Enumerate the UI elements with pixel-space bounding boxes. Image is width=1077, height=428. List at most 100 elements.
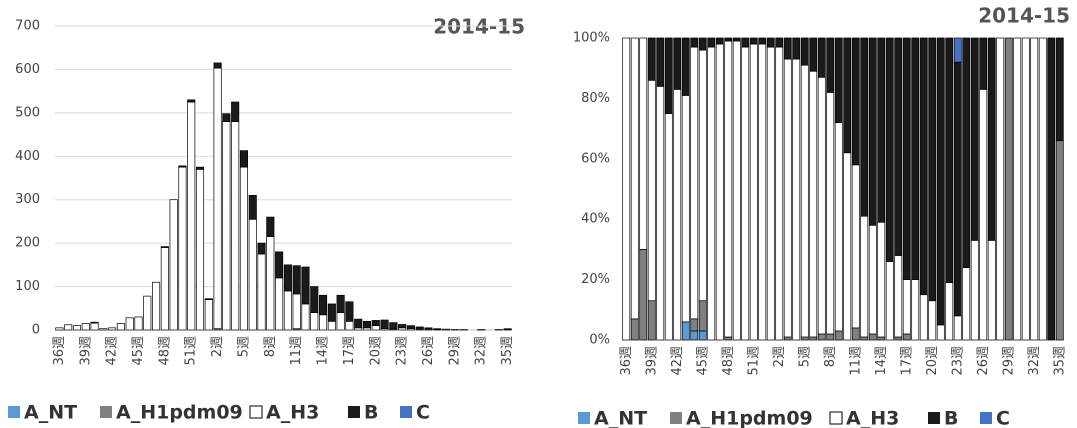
bar-segment: [775, 46, 784, 341]
bar-segment: [715, 43, 724, 341]
bar-segment: [310, 286, 319, 313]
legend-swatch: [100, 406, 112, 418]
bar-segment: [860, 37, 869, 217]
bar-segment: [1047, 37, 1056, 341]
bar-segment: [647, 79, 656, 302]
x-tick-label: 48週: [157, 336, 172, 366]
bar-segment: [783, 336, 792, 341]
bar-segment: [783, 58, 792, 338]
x-tick-label: 11週: [848, 346, 863, 376]
bar-segment: [398, 324, 407, 327]
bar-segment: [911, 279, 920, 341]
bar-segment: [936, 37, 945, 326]
bar-segment: [868, 224, 877, 335]
bar-segment: [945, 282, 954, 341]
x-tick-label: 5週: [797, 346, 812, 367]
bar-segment: [868, 37, 877, 226]
bar-segment: [345, 301, 354, 322]
bar-segment: [371, 325, 380, 331]
bar-segment: [970, 239, 979, 341]
bar-segment: [749, 37, 758, 45]
y-tick-label: 200: [15, 236, 40, 251]
bar-segment: [792, 37, 801, 60]
bar-segment: [877, 221, 886, 338]
bar-segment: [894, 336, 903, 341]
bar-segment: [160, 247, 169, 331]
bar-segment: [894, 37, 903, 256]
bar-segment: [55, 327, 64, 331]
y-tick-label: 300: [15, 192, 40, 207]
bar-segment: [630, 318, 639, 341]
x-tick-label: 5週: [236, 336, 251, 357]
x-tick-label: 51週: [184, 336, 199, 366]
bar-segment: [204, 298, 213, 300]
x-tick-label: 48週: [721, 346, 736, 376]
bar-segment: [732, 40, 741, 341]
x-tick-label: 17週: [899, 346, 914, 376]
x-tick-label: 26週: [421, 336, 436, 366]
legend-label: A_NT: [594, 408, 647, 428]
bar-segment: [741, 37, 750, 48]
legend-swatch: [249, 405, 263, 419]
bar-segment: [231, 121, 240, 331]
bar-segment: [239, 166, 248, 331]
x-tick-label: 39週: [644, 346, 659, 376]
y-tick-label: 60%: [581, 151, 610, 166]
bar-segment: [239, 150, 248, 168]
bar-segment: [1038, 37, 1047, 341]
bar-segment: [690, 37, 699, 48]
bar-segment: [860, 215, 869, 338]
bar-segment: [195, 166, 205, 170]
bar-segment: [979, 37, 988, 90]
bar-segment: [877, 37, 886, 223]
bar-segment: [415, 326, 424, 330]
bar-segment: [707, 46, 716, 341]
bar-segment: [673, 88, 682, 341]
bar-segment: [257, 242, 266, 255]
bar-segment: [724, 40, 733, 338]
bar-segment: [945, 37, 954, 283]
bar-segment: [90, 322, 99, 331]
bar-segment: [160, 246, 169, 248]
bar-segment: [283, 290, 292, 331]
bar-segment: [327, 320, 336, 331]
x-tick-label: 36週: [52, 336, 67, 366]
bar-segment: [817, 333, 826, 341]
x-tick-label: 20週: [368, 336, 383, 366]
x-tick-label: 26週: [976, 346, 991, 376]
bar-segment: [817, 37, 826, 78]
bar-segment: [195, 168, 205, 331]
y-tick-label: 40%: [581, 212, 610, 227]
bar-segment: [690, 46, 699, 320]
x-tick-label: 29週: [447, 336, 462, 366]
bar-segment: [647, 300, 656, 341]
x-tick-label: 42週: [105, 336, 120, 366]
bar-segment: [809, 336, 818, 341]
bar-segment: [1030, 37, 1039, 341]
bar-segment: [843, 37, 852, 154]
bar-segment: [442, 328, 451, 331]
bar-segment: [639, 37, 648, 250]
bar-segment: [248, 218, 257, 331]
legend-label: A_H3: [846, 408, 899, 428]
bar-segment: [749, 43, 758, 341]
x-tick-label: 32週: [474, 336, 489, 366]
bar-segment: [275, 251, 284, 279]
bar-segment: [673, 37, 682, 90]
bar-segment: [698, 49, 707, 302]
bar-segment: [715, 37, 724, 45]
bar-segment: [116, 323, 125, 331]
bar-segment: [389, 322, 398, 330]
bar-segment: [928, 37, 937, 302]
bar-segment: [90, 321, 99, 324]
y-tick-label: 0%: [589, 333, 610, 348]
bar-segment: [826, 37, 835, 93]
bar-segment: [800, 64, 809, 338]
bar-segment: [681, 37, 690, 96]
bar-segment: [775, 37, 784, 48]
bar-segment: [766, 37, 775, 48]
bar-segment: [919, 294, 928, 341]
bar-segment: [630, 37, 639, 320]
bar-segment: [877, 336, 886, 341]
bar-segment: [834, 330, 843, 341]
